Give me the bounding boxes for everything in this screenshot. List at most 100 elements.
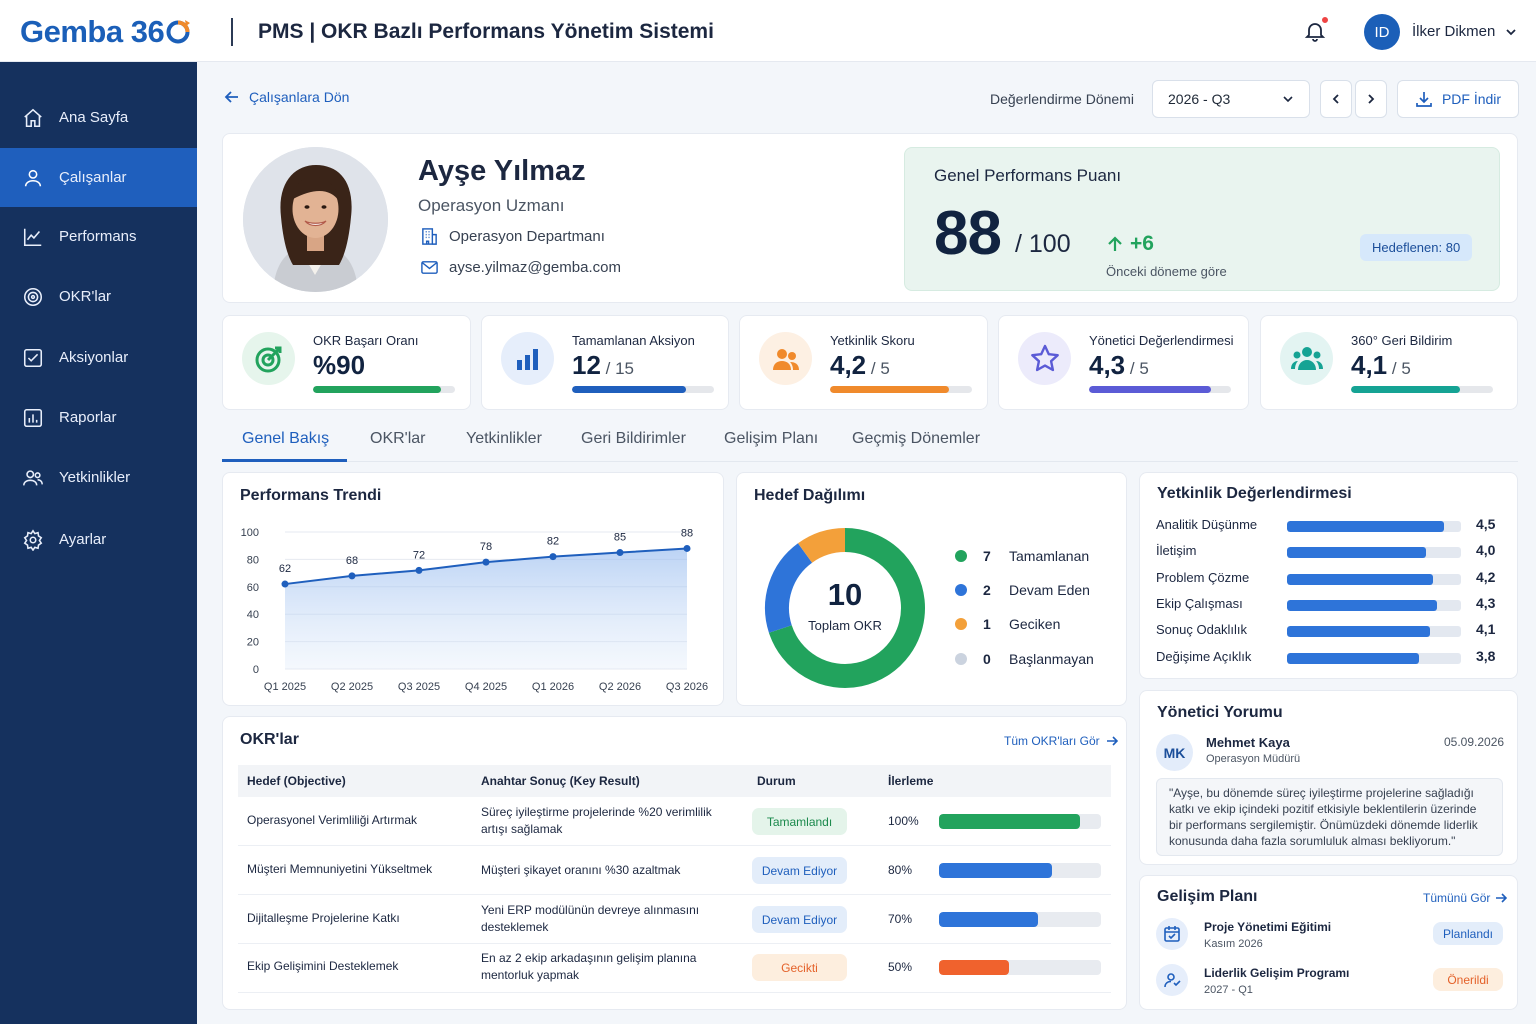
competency-bar [1287,547,1461,559]
bell-icon[interactable] [1303,19,1327,43]
pdf-download-button[interactable]: PDF İndir [1397,80,1519,118]
employee-department: Operasyon Departmanı [420,227,605,246]
tab-gecmis-donemler[interactable]: Geçmiş Dönemler [852,430,981,447]
comment-title: Yönetici Yorumu [1157,704,1283,721]
okr-title: OKR'lar [240,731,299,748]
back-label: Çalışanlara Dön [249,89,350,105]
progress-bar [939,814,1101,829]
data-point [549,553,557,561]
competency-row: Sonuç Odaklılık 4,1 [1156,620,1506,640]
gemba-logo[interactable]: Gemba 36 [20,14,191,50]
chevron-down-icon[interactable] [1505,26,1517,38]
sidebar-item-okrlar[interactable]: OKR'lar [0,267,197,326]
competency-label: Problem Çözme [1156,569,1250,585]
table-row[interactable]: Operasyonel Verimliliği Artırmak Süreç iy… [238,797,1111,846]
sidebar-item-ayarlar[interactable]: Ayarlar [0,510,197,569]
y-tick-label: 20 [247,637,259,649]
user-name[interactable]: İlker Dikmen [1412,23,1496,40]
kpi-label: 360° Geri Bildirim [1351,333,1453,348]
table-header: Hedef (Objective) Anahtar Sonuç (Key Res… [238,765,1111,797]
column-header: Durum [757,774,796,788]
legend-item-in-progress: 2 Devam Eden [955,582,1090,598]
pdf-label: PDF İndir [1441,91,1502,107]
key-result-cell: Süreç iyileştirme projelerinde %20 verim… [481,805,712,836]
progress-value: 100% [888,814,919,828]
employee-email[interactable]: ayse.yilmaz@gemba.com [420,258,621,277]
arrow-up-icon [1108,236,1122,251]
status-badge: Gecikti [752,954,847,981]
data-point [281,580,289,588]
prev-period-button[interactable] [1320,80,1352,118]
progress-value: 50% [888,960,913,974]
comment-date: 05.09.2026 [1444,735,1505,749]
tab-genel-bakis[interactable]: Genel Bakış [242,430,330,447]
competency-bar [1287,626,1461,638]
table-row[interactable]: Müşteri Memnuniyetini Yükseltmek Müşteri … [238,846,1111,895]
key-result-cell: Yeni ERP modülünün devreye alınmasını de… [481,903,700,934]
kpi-card-competency-score: Yetkinlik Skoru 4,2 / 5 [739,315,988,410]
objective-cell: Dijitalleşme Projelerine Katkı [247,911,400,925]
delta-value: +6 [1130,232,1154,255]
table-row[interactable]: Ekip Gelişimini Desteklemek En az 2 ekip … [238,943,1111,993]
kpi-value: 12 / 15 [572,350,635,380]
mail-icon [421,261,438,274]
period-select[interactable]: 2026 - Q3 [1152,80,1310,118]
status-badge: Devam Ediyor [752,857,847,884]
tab-okrlar[interactable]: OKR'lar [370,430,426,447]
data-label: 68 [346,555,358,567]
data-point [616,549,624,557]
next-period-button[interactable] [1355,80,1387,118]
team-icon [759,332,812,385]
sidebar-item-ana-sayfa[interactable]: Ana Sayfa [0,88,197,147]
sidebar-item-performans[interactable]: Performans [0,207,197,266]
view-all-okrs-link[interactable]: Tüm OKR'ları Gör [1004,734,1118,748]
kpi-label: OKR Başarı Oranı [313,333,419,348]
score-value: 88 [934,199,1002,268]
x-tick-label: Q4 2025 [465,681,507,693]
kpi-label: Yetkinlik Skoru [830,333,915,348]
table-row[interactable]: Dijitalleşme Projelerine Katkı Yeni ERP m… [238,895,1111,944]
back-to-employees-link[interactable]: Çalışanlara Dön [224,89,349,105]
competency-value: 3,8 [1476,647,1496,664]
sidebar-item-label: Performans [59,228,137,245]
sidebar-item-calisanlar[interactable]: Çalışanlar [0,148,197,207]
tab-geri-bildirimler[interactable]: Geri Bildirimler [581,430,686,447]
sidebar-item-yetkinlikler[interactable]: Yetkinlikler [0,448,197,507]
competency-label: Sonuç Odaklılık [1156,622,1248,638]
competency-label: İletişim [1156,543,1197,559]
tab-bar: Genel Bakış OKR'lar Yetkinlikler Geri Bi… [222,420,1518,462]
total-okr-label: Toplam OKR [808,618,882,633]
tab-gelisim-plani[interactable]: Gelişim Planı [724,430,819,447]
data-label: 78 [480,541,492,553]
report-icon [23,408,43,427]
people-icon [23,469,43,485]
tab-yetkinlikler[interactable]: Yetkinlikler [466,430,542,447]
competency-label: Ekip Çalışması [1156,595,1243,611]
competency-row: Ekip Çalışması 4,3 [1156,594,1506,614]
period-label: Değerlendirme Dönemi [990,91,1134,107]
kpi-label: Tamamlanan Aksiyon [572,333,695,348]
sidebar-item-aksiyonlar[interactable]: Aksiyonlar [0,328,197,387]
status-badge: Devam Ediyor [752,906,847,933]
chevron-right-icon [1368,94,1375,104]
development-plan-card: Gelişim Planı Tümünü Gör Proje Yönetimi … [1139,875,1518,1010]
notification-dot [1320,15,1330,25]
arrow-right-icon [1496,893,1508,903]
view-all-plan-link[interactable]: Tümünü Gör [1423,891,1508,905]
user-avatar[interactable]: ID [1364,14,1400,50]
sidebar-item-label: Raporlar [59,409,117,426]
competency-label: Analitik Düşünme [1156,517,1258,532]
kpi-value: 4,3 / 5 [1089,350,1149,380]
kpi-progress-bar [830,386,972,393]
key-result-cell: Müşteri şikayet oranını %30 azaltmak [481,863,681,877]
competency-row: Analitik Düşünme 4,5 [1156,515,1506,535]
arrow-right-icon [1106,736,1118,746]
objective-cell: Operasyonel Verimliliği Artırmak [247,813,418,827]
kpi-card-completed-actions: Tamamlanan Aksiyon 12 / 15 [481,315,729,410]
competency-value: 4,1 [1476,621,1496,638]
active-tab-indicator [222,459,347,462]
plan-item-title: Proje Yönetimi Eğitimi [1204,920,1332,934]
kpi-label: Yönetici Değerlendirmesi [1089,333,1234,348]
x-tick-label: Q1 2025 [264,681,306,693]
sidebar-item-raporlar[interactable]: Raporlar [0,388,197,447]
